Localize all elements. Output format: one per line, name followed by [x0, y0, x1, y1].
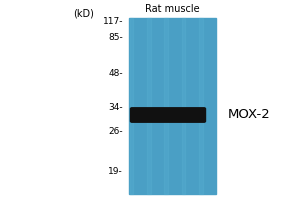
Text: 34-: 34- — [108, 104, 123, 112]
Text: 26-: 26- — [108, 128, 123, 136]
Text: 117-: 117- — [103, 18, 123, 26]
Text: 19-: 19- — [108, 168, 123, 176]
Text: Rat muscle: Rat muscle — [145, 4, 200, 14]
FancyBboxPatch shape — [130, 108, 206, 122]
Bar — [147, 18, 151, 194]
Text: (kD): (kD) — [74, 8, 94, 18]
Bar — [199, 18, 203, 194]
Text: MOX-2: MOX-2 — [228, 108, 271, 121]
Bar — [182, 18, 185, 194]
Text: 85-: 85- — [108, 33, 123, 43]
Bar — [129, 18, 216, 194]
Bar — [130, 18, 133, 194]
Text: 48-: 48- — [108, 70, 123, 78]
Bar — [164, 18, 168, 194]
